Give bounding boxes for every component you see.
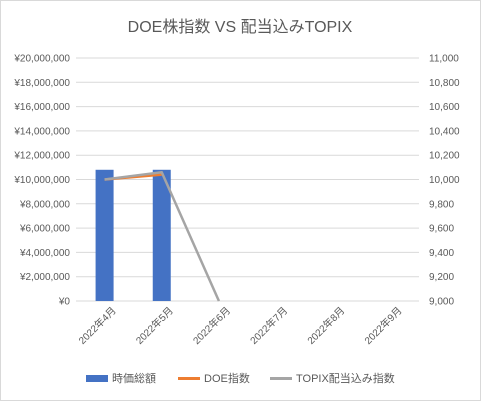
right-tick-label: 10,000 (429, 175, 460, 186)
right-tick-label: 10,600 (429, 102, 460, 113)
bar-series (95, 169, 171, 301)
left-tick-label: ¥8,000,000 (19, 199, 70, 210)
right-tick-label: 10,400 (429, 126, 460, 137)
line-series (104, 170, 221, 302)
left-tick-label: ¥16,000,000 (13, 102, 70, 113)
right-tick-label: 10,200 (429, 151, 460, 162)
x-tick-label: 2022年8月 (304, 304, 347, 347)
x-axis: 2022年4月 2022年5月 2022年6月 2022年7月 2022年8月 2022年… (76, 304, 405, 347)
left-tick-label: ¥12,000,000 (13, 151, 70, 162)
x-tick-label: 2022年7月 (247, 304, 290, 347)
left-tick-label: ¥14,000,000 (13, 126, 70, 137)
legend-swatch (86, 375, 108, 382)
right-axis: 9,000 9,200 9,400 9,600 9,800 10,000 10,200 10,… (429, 54, 460, 308)
bar (152, 169, 171, 301)
left-tick-label: ¥6,000,000 (19, 224, 70, 235)
chart-title: DOE株指数 VS 配当込みTOPIX (128, 18, 353, 36)
legend-label: TOPIX配当込み指数 (296, 371, 395, 385)
right-tick-label: 9,200 (429, 272, 454, 283)
series-line (104, 170, 221, 302)
right-tick-label: 11,000 (429, 54, 459, 65)
legend: 時価総額 DOE指数 TOPIX配当込み指数 (86, 371, 395, 385)
left-tick-label: ¥18,000,000 (13, 78, 70, 89)
legend-label: 時価総額 (112, 371, 156, 385)
right-tick-label: 10,800 (429, 78, 460, 89)
left-tick-label: ¥2,000,000 (19, 272, 70, 283)
x-tick-label: 2022年4月 (76, 304, 119, 347)
x-tick-label: 2022年5月 (133, 304, 176, 347)
left-tick-label: ¥0 (58, 297, 71, 308)
gridlines (76, 57, 419, 302)
left-tick-label: ¥4,000,000 (19, 248, 70, 259)
right-tick-label: 9,000 (429, 297, 454, 308)
legend-label: DOE指数 (204, 371, 250, 385)
right-tick-label: 9,600 (429, 224, 454, 235)
bar (95, 169, 114, 301)
right-tick-label: 9,800 (429, 199, 454, 210)
x-tick-label: 2022年6月 (190, 304, 233, 347)
left-tick-label: ¥10,000,000 (13, 175, 70, 186)
right-tick-label: 9,400 (429, 248, 454, 259)
x-tick-label: 2022年9月 (362, 304, 405, 347)
left-tick-label: ¥20,000,000 (13, 54, 70, 65)
left-axis: ¥0 ¥2,000,000 ¥4,000,000 ¥6,000,000 ¥8,000,0… (13, 54, 70, 308)
